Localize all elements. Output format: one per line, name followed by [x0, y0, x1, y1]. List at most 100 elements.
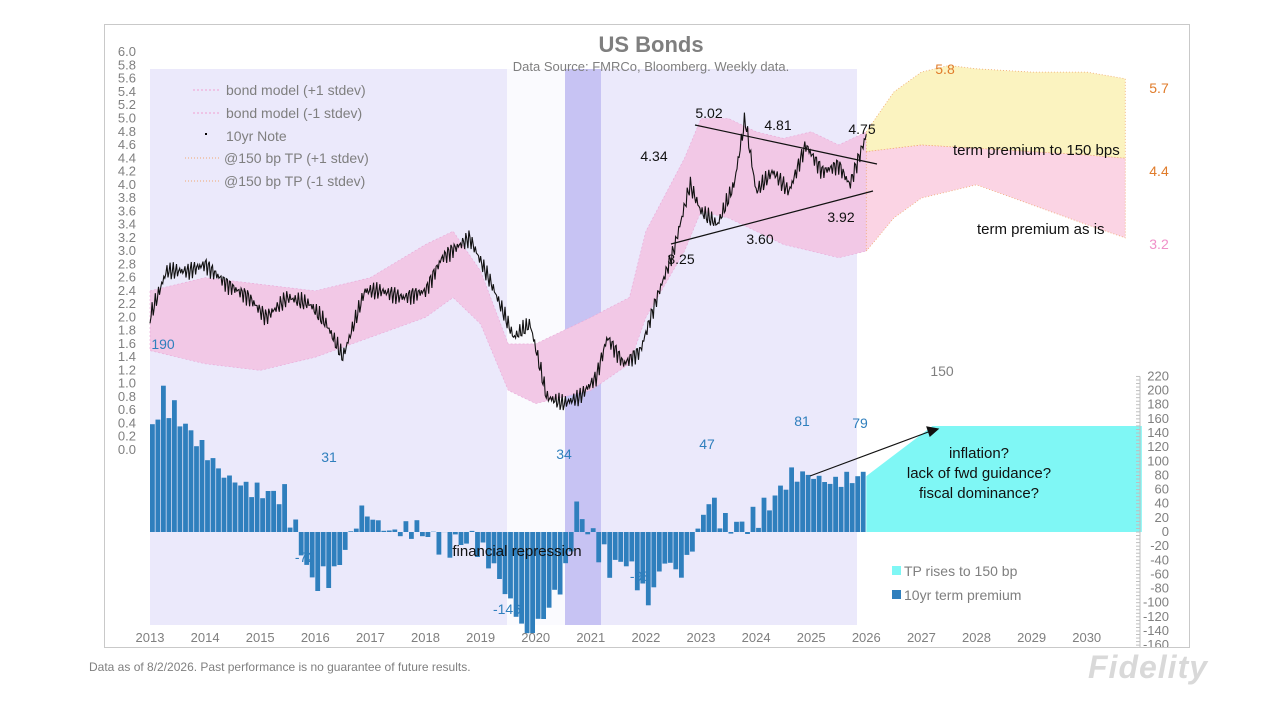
- y-left-tick-label: 2.8: [118, 256, 136, 271]
- term-premium-bar: [690, 532, 695, 552]
- x-tick-label: 2019: [466, 630, 495, 645]
- term-premium-bar: [469, 530, 475, 532]
- term-premium-bar: [634, 532, 640, 591]
- y-right-tick-label: -120: [1143, 609, 1169, 624]
- term-premium-bar: [552, 532, 557, 590]
- x-tick-label: 2014: [191, 630, 220, 645]
- x-axis-ticks: 2013 2014 2015 2016 2017 2018 2019 2020 2021 2022…: [136, 630, 1102, 645]
- term-premium-bar: [276, 504, 282, 532]
- question-fiscal: fiscal dominance?: [919, 485, 1039, 502]
- term-premium-bar: [739, 521, 745, 532]
- term-premium-bar: [662, 532, 668, 564]
- term-premium-bar: [216, 468, 221, 532]
- term-premium-as-is-label: term premium as is: [977, 221, 1105, 238]
- term-premium-bar: [717, 528, 723, 532]
- tp-rise-area: [866, 425, 1142, 532]
- tp-label-m146: -146: [493, 601, 521, 617]
- term-premium-bar: [337, 532, 343, 565]
- y-left-tick-label: 4.8: [118, 124, 136, 139]
- y-left-tick-label: 5.2: [118, 97, 136, 112]
- term-premium-bar: [392, 529, 398, 532]
- term-premium-bar: [695, 528, 701, 532]
- term-premium-bar: [590, 528, 596, 532]
- y-left-tick-label: 2.0: [118, 309, 136, 324]
- term-premium-bar: [436, 532, 442, 555]
- y-left-tick-label: 3.6: [118, 203, 136, 218]
- term-premium-bar: [177, 426, 183, 532]
- term-premium-bar: [414, 520, 420, 532]
- y-left-tick-label: 1.4: [118, 349, 136, 364]
- x-tick-label: 2022: [631, 630, 660, 645]
- term-premium-bar: [364, 516, 370, 532]
- term-premium-bar: [298, 532, 304, 556]
- y-left-tick-label: 5.0: [118, 111, 136, 126]
- term-premium-bar: [304, 532, 310, 565]
- us-bonds-chart: US Bonds Data Source: FMRCo, Bloomberg. …: [118, 32, 1169, 647]
- term-premium-bar: [381, 530, 387, 532]
- term-premium-bar: [855, 476, 861, 532]
- term-premium-bar: [150, 424, 155, 532]
- y-right-tick-label: 140: [1147, 425, 1169, 440]
- term-premium-bar: [194, 446, 199, 532]
- term-premium-bars: [150, 385, 1142, 634]
- y-right-tick-label: 200: [1147, 383, 1169, 398]
- y-right-tick-label: 180: [1147, 397, 1169, 412]
- legend-term-premium: 10yr term premium: [904, 587, 1021, 603]
- term-premium-bar: [375, 520, 381, 532]
- term-premium-bar: [530, 532, 535, 634]
- proj-label-32: 3.2: [1149, 236, 1169, 252]
- term-premium-bar: [805, 474, 811, 532]
- term-premium-bar: [243, 481, 249, 532]
- y-left-tick-label: 4.2: [118, 164, 136, 179]
- term-premium-bar: [464, 532, 469, 544]
- term-premium-bar: [309, 532, 315, 578]
- y-right-tick-label: 0: [1162, 524, 1169, 539]
- y-right-tick-label: 40: [1155, 496, 1169, 511]
- label-481: 4.81: [764, 117, 791, 133]
- x-tick-label: 2029: [1017, 630, 1046, 645]
- x-tick-label: 2020: [521, 630, 550, 645]
- ten-year-note-line: [149, 112, 867, 411]
- x-tick-label: 2028: [962, 630, 991, 645]
- term-premium-bar: [816, 475, 822, 532]
- y-left-tick-label: 1.2: [118, 362, 136, 377]
- tp-label-m72: -72: [295, 549, 315, 565]
- term-premium-bar: [199, 440, 205, 532]
- footer-note: Data as of 8/2/2026. Past performance is…: [89, 660, 471, 674]
- term-premium-bar: [293, 519, 299, 532]
- x-tick-label: 2016: [301, 630, 330, 645]
- term-premium-bar: [519, 532, 524, 624]
- term-premium-bar: [161, 385, 166, 532]
- term-premium-bar: [618, 532, 624, 562]
- term-premium-bar: [645, 532, 651, 606]
- y-right-tick-label: 120: [1147, 439, 1169, 454]
- question-guidance: lack of fwd guidance?: [907, 465, 1051, 482]
- bottom-legend: TP rises to 150 bp 10yr term premium: [892, 563, 1021, 603]
- fidelity-logo: Fidelity: [1088, 649, 1209, 685]
- legend-model-plus: bond model (+1 stdev): [226, 82, 366, 98]
- term-premium-bar: [712, 497, 717, 532]
- term-premium-bar: [166, 418, 172, 532]
- tp-label-34: 34: [556, 446, 572, 462]
- term-premium-bar: [535, 532, 541, 619]
- term-premium-bar: [331, 532, 337, 567]
- term-premium-bar: [607, 532, 613, 578]
- legend-model-minus: bond model (-1 stdev): [226, 105, 362, 121]
- term-premium-bar: [756, 527, 761, 532]
- y-left-tick-label: 3.2: [118, 230, 136, 245]
- label-360: 3.60: [746, 231, 773, 247]
- y-right-tick-label: -40: [1150, 552, 1169, 567]
- term-premium-bar: [172, 400, 177, 532]
- x-tick-label: 2015: [246, 630, 275, 645]
- chart-title: US Bonds: [598, 32, 703, 57]
- term-premium-bar: [315, 532, 321, 591]
- term-premium-bar: [557, 532, 563, 595]
- term-premium-bar: [238, 485, 243, 532]
- term-premium-bar: [282, 484, 287, 532]
- term-premium-bar: [524, 532, 530, 634]
- term-premium-bar: [249, 497, 254, 532]
- legend-swatch-tp-rise: [892, 566, 901, 575]
- y-right-tick-label: -100: [1143, 595, 1169, 610]
- term-premium-bar: [761, 497, 767, 532]
- term-premium-bar: [508, 532, 513, 599]
